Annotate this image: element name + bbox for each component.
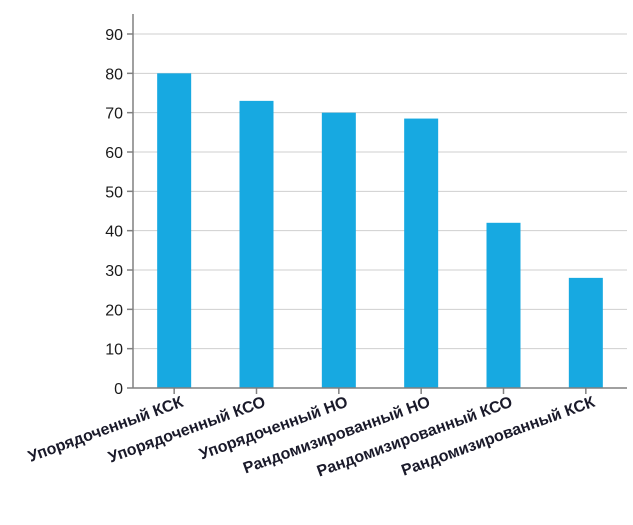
y-tick-labels: 0 10 20 30 40 50 60 70 80 90 [105, 27, 133, 398]
y-tick-label: 90 [105, 27, 123, 44]
y-tick-label: 70 [105, 106, 123, 123]
bar-2 [239, 100, 274, 388]
bar-6 [568, 277, 603, 388]
bars [157, 73, 603, 389]
gridlines [133, 33, 627, 350]
y-tick-label: 10 [105, 342, 123, 359]
bar-3 [321, 112, 356, 389]
bar-5 [486, 222, 521, 388]
bar-4 [404, 118, 439, 389]
y-tick-label: 20 [105, 302, 123, 319]
y-tick-label: 30 [105, 263, 123, 280]
y-tick-label: 50 [105, 184, 123, 201]
y-tick-label: 0 [114, 381, 123, 398]
y-tick-label: 80 [105, 66, 123, 83]
bar-1 [157, 73, 192, 388]
y-tick-label: 40 [105, 224, 123, 241]
y-tick-label: 60 [105, 145, 123, 162]
